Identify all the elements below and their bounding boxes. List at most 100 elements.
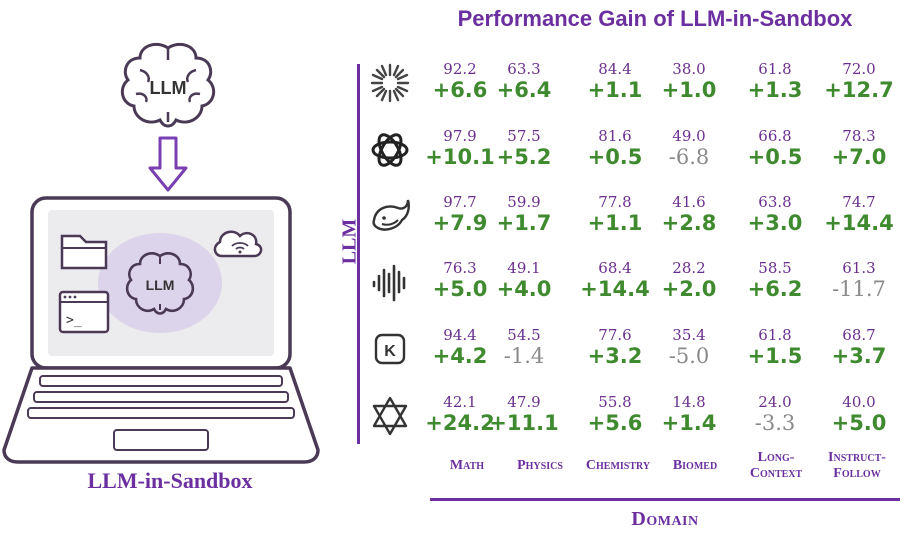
gain-value: +4.0 <box>496 277 552 301</box>
gain-value: +14.4 <box>580 277 650 301</box>
base-score: 24.0 <box>758 393 792 411</box>
table-cell: 38.0 +1.0 <box>647 60 731 102</box>
base-score: 59.9 <box>507 193 541 211</box>
base-score: 68.4 <box>598 259 632 277</box>
base-score: 40.0 <box>842 393 876 411</box>
table-cell: 24.0 -3.3 <box>733 393 817 435</box>
table-cell: 14.8 +1.4 <box>647 393 731 435</box>
gain-value: +4.2 <box>432 344 488 368</box>
column-label: Math <box>449 458 485 473</box>
soundwave-icon <box>372 264 406 302</box>
table-cell: 81.6 +0.5 <box>573 127 657 169</box>
table-cell: 47.9 +11.1 <box>482 393 566 435</box>
folder-icon <box>60 234 108 270</box>
table-cell: 41.6 +2.8 <box>647 193 731 235</box>
base-score: 77.6 <box>598 326 632 344</box>
table-cell: 61.8 +1.3 <box>733 60 817 102</box>
cloud-wifi-icon <box>213 230 263 258</box>
brain-label: LLM <box>150 78 187 98</box>
openai-knot-icon <box>371 129 409 171</box>
starburst-icon <box>370 63 410 103</box>
table-cell: 76.3 +5.0 <box>418 259 502 301</box>
y-axis-label: LLM <box>338 218 361 265</box>
table-cell: 57.5 +5.2 <box>482 127 566 169</box>
base-score: 76.3 <box>443 259 477 277</box>
base-score: 38.0 <box>672 60 706 78</box>
table-cell: 28.2 +2.0 <box>647 259 731 301</box>
gain-value: +3.7 <box>831 344 887 368</box>
table-cell: 77.6 +3.2 <box>573 326 657 368</box>
table-cell: 55.8 +5.6 <box>573 393 657 435</box>
column-label: Long- Context <box>749 450 803 481</box>
brain-icon: LLM <box>125 252 195 315</box>
base-score: 63.3 <box>507 60 541 78</box>
base-score: 61.8 <box>758 326 792 344</box>
table-cell: 97.9 +10.1 <box>418 127 502 169</box>
table-cell: 74.7 +14.4 <box>817 193 901 235</box>
gain-value: +14.4 <box>824 211 894 235</box>
base-score: 42.1 <box>443 393 477 411</box>
base-score: 97.9 <box>443 127 477 145</box>
table-cell: 77.8 +1.1 <box>573 193 657 235</box>
gain-value: +1.1 <box>587 78 643 102</box>
base-score: 49.1 <box>507 259 541 277</box>
base-score: 97.7 <box>443 193 477 211</box>
base-score: 35.4 <box>672 326 706 344</box>
base-score: 54.5 <box>507 326 541 344</box>
column-label: Chemistry <box>585 458 651 473</box>
table-cell: 63.8 +3.0 <box>733 193 817 235</box>
gain-value: +1.1 <box>587 211 643 235</box>
base-score: 61.3 <box>842 259 876 277</box>
gain-value: +1.3 <box>747 78 803 102</box>
hexagram-knot-icon <box>372 396 408 436</box>
terminal-prompt: >_ <box>66 313 82 328</box>
table-cell: 40.0 +5.0 <box>817 393 901 435</box>
table-cell: 54.5 -1.4 <box>482 326 566 368</box>
base-score: 28.2 <box>672 259 706 277</box>
base-score: 72.0 <box>842 60 876 78</box>
gain-value: +5.2 <box>496 145 552 169</box>
table-cell: 78.3 +7.0 <box>817 127 901 169</box>
table-cell: 49.1 +4.0 <box>482 259 566 301</box>
gain-value: +24.2 <box>425 411 495 435</box>
gain-value: -3.3 <box>754 411 796 435</box>
illustration-caption: LLM-in-Sandbox <box>87 468 253 493</box>
gain-value: +0.5 <box>747 145 803 169</box>
gain-value: +5.0 <box>831 411 887 435</box>
base-score: 92.2 <box>443 60 477 78</box>
gain-value: -6.8 <box>668 145 710 169</box>
table-cell: 84.4 +1.1 <box>573 60 657 102</box>
gain-value: +0.5 <box>587 145 643 169</box>
table-cell: 68.7 +3.7 <box>817 326 901 368</box>
gain-value: +1.7 <box>496 211 552 235</box>
gain-value: +3.0 <box>747 211 803 235</box>
table-cell: 66.8 +0.5 <box>733 127 817 169</box>
gain-value: +12.7 <box>824 78 894 102</box>
base-score: 68.7 <box>842 326 876 344</box>
terminal-window-icon: >_ <box>58 290 110 334</box>
gain-value: -1.4 <box>503 344 545 368</box>
table-cell: 68.4 +14.4 <box>573 259 657 301</box>
y-axis-line <box>357 64 360 444</box>
column-label: Instruct- Follow <box>828 450 886 481</box>
x-axis-line <box>430 498 900 501</box>
table-cell: 94.4 +4.2 <box>418 326 502 368</box>
base-score: 78.3 <box>842 127 876 145</box>
sandbox-illustration: LLM >_ LLM <box>2 42 320 464</box>
gain-value: +6.6 <box>432 78 488 102</box>
gain-value: +5.6 <box>587 411 643 435</box>
base-score: 57.5 <box>507 127 541 145</box>
base-score: 81.6 <box>598 127 632 145</box>
base-score: 66.8 <box>758 127 792 145</box>
base-score: 84.4 <box>598 60 632 78</box>
gain-value: +5.0 <box>432 277 488 301</box>
table-cell: 61.3 -11.7 <box>817 259 901 301</box>
x-axis-label: Domain <box>631 508 699 530</box>
column-label: Physics <box>517 458 563 473</box>
gain-value: +7.9 <box>432 211 488 235</box>
table-cell: 58.5 +6.2 <box>733 259 817 301</box>
base-score: 47.9 <box>507 393 541 411</box>
down-arrow-icon <box>148 136 188 192</box>
gain-value: +3.2 <box>587 344 643 368</box>
gain-value: -5.0 <box>668 344 710 368</box>
